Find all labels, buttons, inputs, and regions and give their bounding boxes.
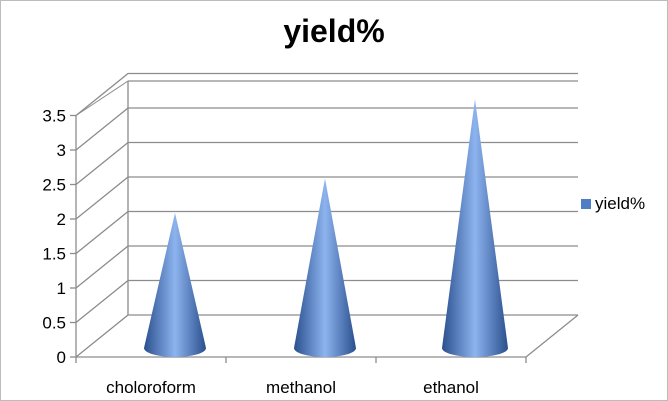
x-tick-label: choloroform: [106, 378, 196, 397]
cone-bar-ethanol: [442, 99, 508, 358]
gridline: [75, 141, 578, 186]
y-tick-label: 2: [57, 210, 66, 229]
y-tick-label: 2.5: [42, 176, 66, 195]
gridline: [75, 107, 578, 151]
y-tick-label: 3.5: [42, 107, 66, 126]
cone-bar-methanol: [294, 178, 356, 357]
legend-swatch: [581, 199, 591, 209]
y-tick-label: 1.5: [42, 245, 66, 264]
y-tick-label: 1: [57, 279, 66, 298]
cone-bar-choloroform: [144, 213, 206, 357]
y-tick-label: 0: [57, 348, 66, 367]
gridline: [75, 72, 578, 117]
y-tick-label: 0.5: [42, 314, 66, 333]
x-tick-label: ethanol: [423, 378, 479, 397]
x-tick-label: methanol: [266, 378, 336, 397]
legend-label: yield%: [595, 194, 645, 213]
y-tick-label: 3: [57, 141, 66, 160]
gridline: [75, 80, 129, 116]
chart-title: yield%: [283, 13, 385, 49]
floor-right-edge: [525, 314, 579, 358]
